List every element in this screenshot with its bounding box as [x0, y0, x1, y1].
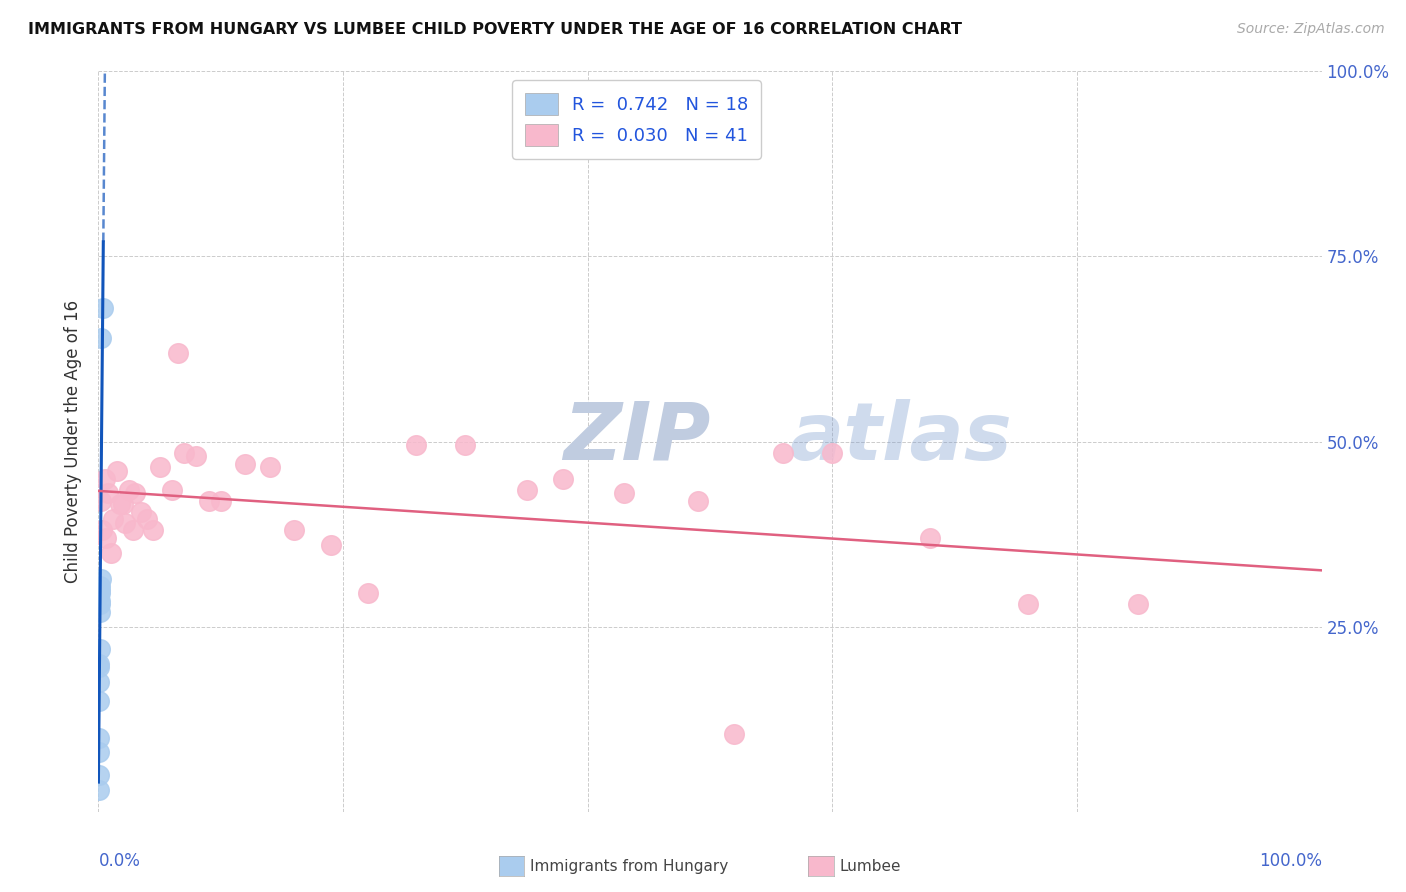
Point	[87, 746, 110, 760]
Point	[454, 438, 477, 452]
Text: Lumbee: Lumbee	[839, 859, 901, 873]
Point	[1128, 598, 1150, 612]
Point	[160, 483, 183, 497]
Point	[89, 598, 111, 612]
Point	[90, 572, 112, 586]
Point	[186, 450, 208, 464]
Y-axis label: Child Poverty Under the Age of 16: Child Poverty Under the Age of 16	[65, 300, 83, 583]
Point	[821, 445, 844, 459]
Text: Source: ZipAtlas.com: Source: ZipAtlas.com	[1237, 22, 1385, 37]
Point	[723, 727, 745, 741]
Point	[89, 675, 111, 690]
Point	[110, 498, 132, 512]
Point	[1017, 598, 1039, 612]
Point	[89, 641, 111, 656]
Point	[94, 531, 117, 545]
Point	[118, 483, 141, 497]
Point	[93, 471, 115, 485]
Point	[319, 538, 342, 552]
Point	[405, 438, 427, 452]
Text: 100.0%: 100.0%	[1258, 853, 1322, 871]
Point	[233, 457, 256, 471]
Point	[89, 593, 111, 607]
Point	[101, 512, 124, 526]
Point	[89, 694, 111, 708]
Text: 0.0%: 0.0%	[98, 853, 141, 871]
Point	[613, 486, 636, 500]
Point	[87, 731, 110, 745]
Point	[87, 782, 110, 797]
Point	[197, 493, 219, 508]
Point	[142, 524, 165, 538]
Point	[114, 516, 136, 530]
Point	[121, 524, 143, 538]
Point	[149, 460, 172, 475]
Text: Immigrants from Hungary: Immigrants from Hungary	[530, 859, 728, 873]
Point	[920, 531, 942, 545]
Point	[259, 460, 281, 475]
Point	[686, 493, 709, 508]
Legend: R =  0.742   N = 18, R =  0.030   N = 41: R = 0.742 N = 18, R = 0.030 N = 41	[512, 80, 761, 159]
Text: atlas: atlas	[790, 399, 1012, 477]
Point	[97, 486, 120, 500]
Point	[553, 471, 575, 485]
Point	[124, 486, 146, 500]
Point	[89, 582, 111, 597]
Point	[91, 301, 114, 316]
Point	[87, 767, 110, 781]
Text: IMMIGRANTS FROM HUNGARY VS LUMBEE CHILD POVERTY UNDER THE AGE OF 16 CORRELATION : IMMIGRANTS FROM HUNGARY VS LUMBEE CHILD …	[28, 22, 962, 37]
Point	[136, 512, 159, 526]
Point	[772, 445, 794, 459]
Point	[89, 579, 111, 593]
Point	[167, 345, 190, 359]
Point	[129, 505, 152, 519]
Point	[111, 498, 134, 512]
Point	[105, 464, 128, 478]
Point	[90, 331, 112, 345]
Point	[515, 483, 537, 497]
Text: ZIP: ZIP	[564, 399, 710, 477]
Point	[89, 657, 111, 671]
Point	[356, 586, 378, 600]
Point	[91, 524, 114, 538]
Point	[89, 660, 111, 674]
Point	[100, 546, 122, 560]
Point	[283, 524, 305, 538]
Point	[89, 605, 111, 619]
Point	[209, 493, 232, 508]
Point	[90, 493, 112, 508]
Point	[89, 586, 111, 600]
Point	[173, 445, 195, 459]
